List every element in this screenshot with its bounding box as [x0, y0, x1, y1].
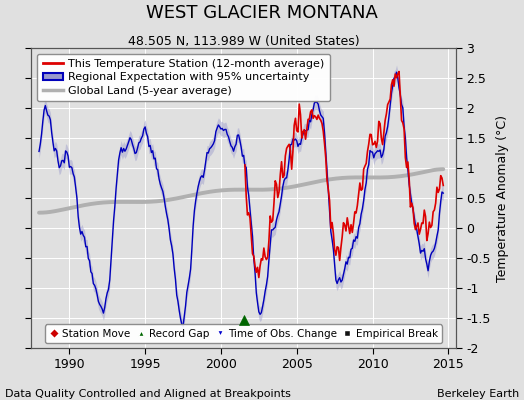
Title: 48.505 N, 113.989 W (United States): 48.505 N, 113.989 W (United States): [128, 35, 359, 48]
Legend: Station Move, Record Gap, Time of Obs. Change, Empirical Break: Station Move, Record Gap, Time of Obs. C…: [45, 324, 442, 343]
Text: WEST GLACIER MONTANA: WEST GLACIER MONTANA: [146, 4, 378, 22]
Y-axis label: Temperature Anomaly (°C): Temperature Anomaly (°C): [496, 114, 509, 282]
Text: Data Quality Controlled and Aligned at Breakpoints: Data Quality Controlled and Aligned at B…: [5, 389, 291, 399]
Text: Berkeley Earth: Berkeley Earth: [436, 389, 519, 399]
